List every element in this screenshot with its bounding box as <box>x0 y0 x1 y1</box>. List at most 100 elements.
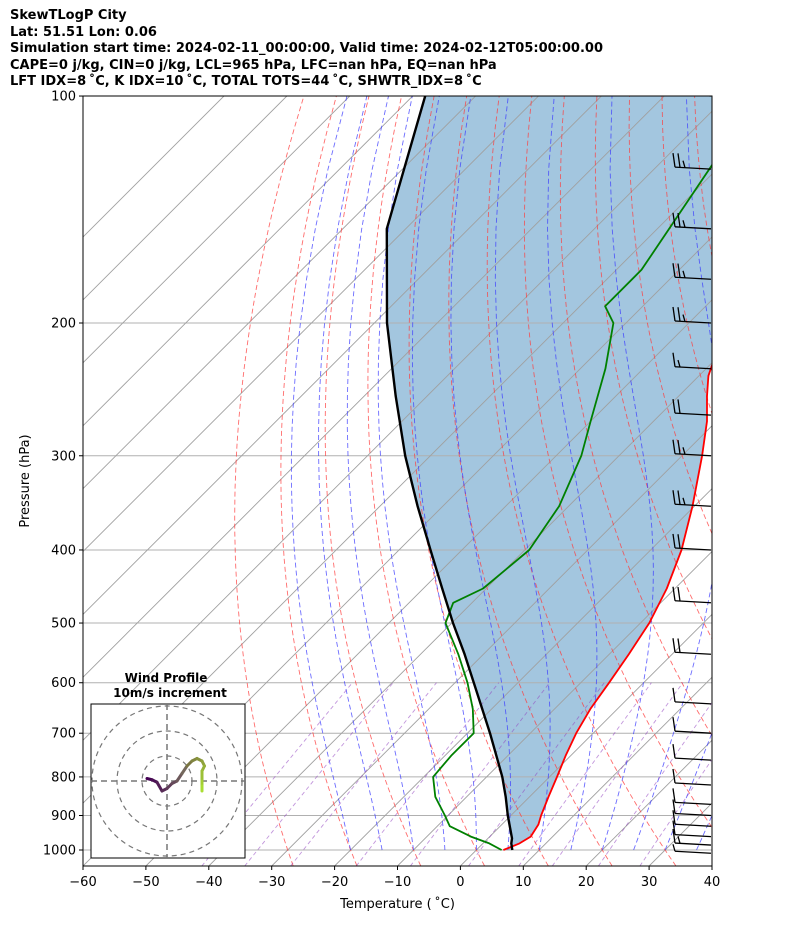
x-tick-label: −30 <box>258 875 285 890</box>
x-tick-label: −40 <box>195 875 222 890</box>
wind-barb <box>672 306 712 324</box>
x-tick-label: 40 <box>704 875 721 890</box>
isotherm-line <box>711 865 712 866</box>
wind-barb <box>672 768 712 786</box>
isotherm-line <box>334 487 712 866</box>
title-times: Simulation start time: 2024-02-11_00:00:… <box>10 41 603 56</box>
hodograph-inset: Wind Profile 10m/s increment <box>90 671 246 859</box>
wind-barb <box>672 788 712 806</box>
isotherm-line <box>83 96 602 616</box>
moist-adiabats <box>290 96 712 851</box>
y-tick-label: 200 <box>51 317 76 332</box>
isotherm-line <box>83 96 288 301</box>
hodograph-trace-segment <box>175 772 184 783</box>
moist-adiabat <box>411 96 477 850</box>
moist-adiabat <box>494 96 551 851</box>
dry-adiabat <box>448 96 613 866</box>
y-tick-label: 600 <box>51 676 76 691</box>
isotherm-line <box>83 96 351 364</box>
isotherm-line <box>271 425 712 866</box>
y-tick-label: 900 <box>51 809 76 824</box>
wind-barb <box>672 153 712 170</box>
chart-title-block: SkewTLogP City Lat: 51.51 Lon: 0.06 Simu… <box>10 8 603 91</box>
y-tick-label: 400 <box>51 543 76 558</box>
mixing-ratio-line <box>518 682 652 866</box>
cape-cin-shading <box>386 96 712 850</box>
wind-barb <box>672 744 712 761</box>
x-axis-label: Temperature ( ˚C) <box>339 896 455 912</box>
title-cape-line: CAPE=0 j/kg, CIN=0 j/kg, LCL=965 hPa, LF… <box>10 57 497 73</box>
wind-barb <box>672 263 712 280</box>
dry-adiabat <box>661 96 712 416</box>
moist-adiabat <box>377 96 446 851</box>
y-tick-label: 100 <box>51 90 76 105</box>
dry-adiabat <box>594 96 712 640</box>
wind-barb <box>698 96 712 97</box>
x-tick-label: 20 <box>578 875 595 890</box>
mixing-ratio-line <box>468 682 605 866</box>
moist-adiabat <box>318 96 383 851</box>
wind-barb <box>672 810 712 827</box>
wind-barb <box>672 828 712 846</box>
y-tick-label: 500 <box>51 617 76 632</box>
x-tick-label: 10 <box>515 875 532 890</box>
mixing-ratio-line <box>551 682 684 866</box>
x-tick-label: −50 <box>132 875 159 890</box>
mixing-ratio-line <box>410 682 550 866</box>
moist-adiabat <box>633 96 712 851</box>
isotherm-line <box>208 362 712 866</box>
y-tick-label: 800 <box>51 770 76 785</box>
mixing-ratio-lines <box>201 682 712 866</box>
hodograph-ring <box>116 730 218 832</box>
dry-adiabat <box>523 96 712 829</box>
dry-adiabat <box>559 96 712 737</box>
isotherm-line <box>83 96 665 678</box>
wind-barb <box>672 799 712 817</box>
dry-adiabat <box>234 96 305 866</box>
moist-adiabat <box>664 731 712 851</box>
title-station: SkewTLogP City <box>10 8 127 23</box>
wind-barb <box>672 820 712 838</box>
wind-barb <box>672 687 712 705</box>
wind-barb <box>672 399 712 416</box>
mixing-ratio-line <box>639 758 712 866</box>
dry-adiabat <box>486 96 677 866</box>
x-tick-label: 30 <box>641 875 658 890</box>
wind-barb <box>672 533 712 551</box>
hodograph-ring <box>91 705 243 857</box>
dry-adiabat <box>280 96 358 866</box>
hodograph-title: Wind Profile <box>125 671 208 685</box>
sounding-profiles <box>385 96 712 851</box>
x-tick-label: −20 <box>321 875 348 890</box>
mixing-ratio-line <box>355 682 500 866</box>
isotherm-line <box>83 110 712 741</box>
y-axis-label: Pressure (hPa) <box>18 434 33 527</box>
moist-adiabat <box>450 96 511 851</box>
x-tick-label: 0 <box>456 875 464 890</box>
dry-adiabat <box>367 96 485 866</box>
isotherm-line <box>397 550 712 866</box>
mixing-ratio-line <box>244 682 394 866</box>
wind-barb <box>672 490 712 507</box>
temperature-profile-line <box>503 362 712 851</box>
isotherm-line <box>83 96 413 427</box>
wind-barb <box>672 439 712 457</box>
hodograph-trace-segment <box>155 780 164 793</box>
wind-barb <box>672 586 712 604</box>
wind-barb <box>672 844 712 854</box>
isotherm-line <box>523 676 712 866</box>
wind-barb <box>672 638 712 655</box>
y-tick-label: 300 <box>51 449 76 464</box>
y-tick-label: 1000 <box>43 844 76 859</box>
moist-adiabat <box>547 96 598 851</box>
cape-shading-layer <box>386 96 712 850</box>
isotherm-line <box>460 613 712 866</box>
axes-ticks: −60 −50 −40 −30 −20 −10 0 10 20 30 40 1000 900 800 700… <box>43 90 720 890</box>
parcel-profile-line <box>385 96 514 851</box>
isotherm-line <box>775 96 794 866</box>
isotherm-line <box>83 96 476 490</box>
moist-adiabat <box>346 96 414 851</box>
dry-adiabats <box>234 96 712 866</box>
isotherm-line <box>145 299 712 866</box>
